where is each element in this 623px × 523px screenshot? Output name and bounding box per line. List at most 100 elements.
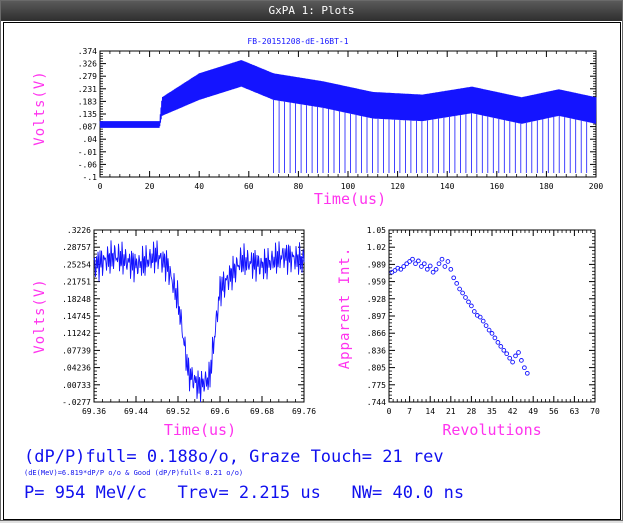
bottom-right-ytick-label: .897 bbox=[367, 312, 386, 321]
bottom-left-ytick-label: .07739 bbox=[62, 346, 91, 355]
top-plot-ytick-label: -.06 bbox=[78, 160, 97, 169]
bottom-left-ytick-label: .3226 bbox=[67, 226, 91, 235]
top-plot-ytick-label: .279 bbox=[78, 72, 97, 81]
top-plot-xtick-label: 180 bbox=[539, 182, 554, 191]
scatter-point bbox=[442, 264, 448, 269]
top-plot-spikes bbox=[273, 99, 588, 173]
bottom-left-signal-line bbox=[93, 240, 305, 403]
scatter-point bbox=[419, 264, 424, 269]
bottom-left-ytick-label: .28757 bbox=[62, 243, 91, 252]
scatter-point bbox=[495, 340, 501, 345]
bottom-left-xtick-label: 69.36 bbox=[82, 407, 106, 416]
top-plot-ytick-label: -.01 bbox=[78, 148, 97, 157]
bottom-right-ylabel: Apparent Int. bbox=[337, 247, 353, 370]
scatter-point bbox=[504, 351, 510, 357]
scatter-point bbox=[413, 261, 418, 267]
scatter-point bbox=[407, 259, 412, 264]
scatter-point bbox=[460, 290, 465, 296]
bottom-right-axes: 1.05 1.02 .989 .959 .928 .897 .866 .836 .805 .775… bbox=[367, 226, 600, 416]
bottom-right-ytick-label: 1.02 bbox=[367, 243, 386, 252]
bottom-left-trace bbox=[93, 240, 305, 403]
bottom-left-xtick-label: 69.52 bbox=[166, 407, 190, 416]
scatter-point bbox=[454, 281, 460, 286]
top-plot-ytick-label: .183 bbox=[78, 97, 97, 106]
bottom-right-xtick-label: 35 bbox=[487, 407, 497, 416]
scatter-point bbox=[416, 258, 421, 264]
info-line-3: P= 954 MeV/c Trev= 2.215 us NW= 40.0 ns bbox=[24, 483, 465, 503]
top-plot-ytick-label: .374 bbox=[78, 47, 97, 56]
bottom-left-ytick-label: .25254 bbox=[62, 260, 91, 269]
scatter-point bbox=[421, 261, 427, 267]
top-plot-xtick-label: 40 bbox=[194, 182, 204, 191]
bottom-left-ytick-label: .04236 bbox=[62, 364, 91, 373]
top-plot-xtick-label: 200 bbox=[589, 182, 604, 191]
bottom-left-xtick-label: 69.44 bbox=[124, 407, 148, 416]
top-plot-ytick-label: .326 bbox=[78, 60, 97, 69]
bottom-right-ytick-label: 1.05 bbox=[367, 226, 386, 235]
scatter-point bbox=[489, 331, 495, 336]
scatter-point bbox=[486, 327, 492, 333]
scatter-point bbox=[439, 256, 445, 262]
bottom-right-ytick-label: .989 bbox=[367, 260, 386, 269]
scatter-point bbox=[510, 359, 515, 365]
top-plot-ytick-label: .135 bbox=[78, 110, 97, 119]
bottom-left-ytick-label: .14745 bbox=[62, 312, 91, 321]
bottom-left-xtick-label: 69.68 bbox=[250, 407, 274, 416]
bottom-left-ytick-label: -.0277 bbox=[62, 398, 91, 407]
scatter-point bbox=[469, 303, 474, 309]
scatter-point bbox=[404, 261, 410, 267]
scatter-point bbox=[430, 269, 436, 275]
top-plot-ytick-label: -.1 bbox=[83, 173, 98, 182]
bottom-right-points bbox=[389, 256, 530, 376]
bottom-right-xlabel: Revolutions bbox=[442, 421, 541, 439]
bottom-right-xtick-label: 70 bbox=[590, 407, 600, 416]
top-plot-trace bbox=[99, 60, 597, 173]
bottom-right-ytick-label: .744 bbox=[367, 398, 386, 407]
top-plot-axes: .374 .326 .279 .231 .183 .135 .087 .04 -.01 -.06 -… bbox=[78, 47, 604, 191]
top-plot-xtick-label: 160 bbox=[490, 182, 505, 191]
top-plot-xtick-label: 140 bbox=[440, 182, 455, 191]
bottom-right-xtick-label: 42 bbox=[508, 407, 518, 416]
scatter-point bbox=[471, 309, 477, 314]
scatter-point bbox=[498, 344, 504, 349]
scatter-point bbox=[457, 286, 462, 292]
scatter-point bbox=[410, 256, 415, 262]
bottom-right-ytick-label: .805 bbox=[367, 364, 386, 373]
top-plot-signal-line bbox=[99, 60, 597, 128]
top-plot: FB-20151208-dE-16BT-1 Volts(V) Time(us) … bbox=[32, 37, 603, 208]
top-plot-xlabel: Time(us) bbox=[314, 190, 386, 208]
bottom-right-xtick-label: 0 bbox=[387, 407, 392, 416]
bottom-left-ytick-label: .18248 bbox=[62, 295, 91, 304]
bottom-right-xtick-label: 21 bbox=[446, 407, 456, 416]
scatter-point bbox=[524, 370, 530, 376]
bottom-left-axes: .3226 .28757 .25254 .21751 .18248 .14745 .1124… bbox=[62, 226, 316, 416]
plot-area: FB-20151208-dE-16BT-1 Volts(V) Time(us) … bbox=[3, 22, 621, 520]
bottom-right-plot: Apparent Int. Revolutions 1.05 1.02 .989 .9… bbox=[337, 226, 600, 439]
scatter-point bbox=[516, 350, 521, 355]
scatter-point bbox=[398, 266, 404, 272]
scatter-point bbox=[519, 358, 524, 363]
scatter-point bbox=[522, 365, 527, 371]
top-plot-xtick-label: 120 bbox=[390, 182, 405, 191]
scatter-point bbox=[507, 355, 513, 361]
scatter-point bbox=[436, 261, 442, 267]
info-line-1: (dP/P)full= 0.188o/o, Graze Touch= 21 re… bbox=[24, 447, 444, 467]
top-plot-title: FB-20151208-dE-16BT-1 bbox=[247, 37, 348, 46]
bottom-left-xlabel: Time(us) bbox=[164, 421, 236, 439]
top-plot-xtick-label: 100 bbox=[341, 182, 356, 191]
scatter-point bbox=[427, 263, 433, 269]
window-title[interactable]: GxPA 1: Plots bbox=[1, 1, 622, 21]
bottom-left-plot: Volts(V) Time(us) .3226 .28757 .25254 .2175… bbox=[32, 226, 316, 439]
scatter-point bbox=[492, 335, 498, 341]
bottom-right-ytick-label: .836 bbox=[367, 346, 386, 355]
scatter-point bbox=[424, 266, 430, 272]
info-line-2: (dE(MeV)=6.819*dP/P o/o & Good (dP/P)ful… bbox=[24, 469, 244, 477]
bottom-right-ytick-label: .775 bbox=[367, 381, 386, 390]
bottom-right-xtick-label: 49 bbox=[528, 407, 538, 416]
bottom-left-xtick-label: 69.6 bbox=[210, 407, 229, 416]
bottom-right-ytick-label: .928 bbox=[367, 295, 386, 304]
scatter-point bbox=[392, 268, 398, 273]
top-plot-xtick-label: 0 bbox=[98, 182, 103, 191]
scatter-point bbox=[477, 314, 483, 320]
bottom-right-xtick-label: 56 bbox=[549, 407, 559, 416]
